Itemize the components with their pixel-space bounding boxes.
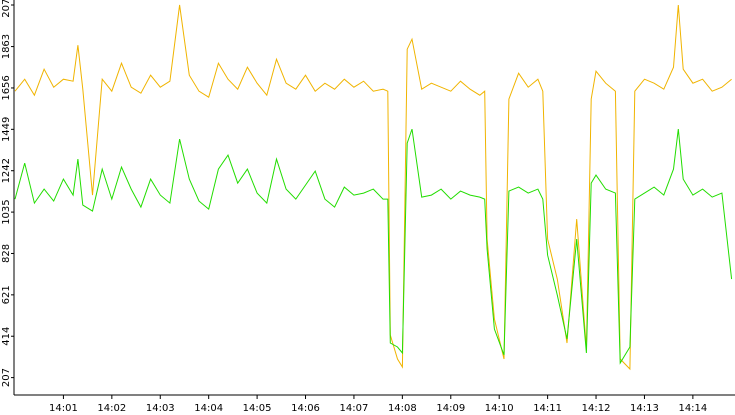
- x-tick-label: 14:10: [485, 403, 514, 414]
- x-tick-label: 14:14: [678, 403, 707, 414]
- x-tick-label: 14:03: [146, 403, 175, 414]
- y-tick-label: 1863: [1, 34, 12, 59]
- y-tick-label: 621: [1, 285, 12, 304]
- x-tick-label: 14:05: [243, 403, 272, 414]
- x-tick-label: 14:09: [436, 403, 465, 414]
- series-line: [14, 128, 733, 365]
- y-tick-label: 414: [1, 327, 12, 346]
- x-tick-label: 14:11: [533, 403, 562, 414]
- x-tick-label: 14:01: [49, 403, 78, 414]
- y-tick-label: 1449: [1, 117, 12, 142]
- x-tick-label: 14:02: [97, 403, 126, 414]
- x-tick-label: 14:12: [582, 403, 611, 414]
- x-tick-label: 14:13: [630, 403, 659, 414]
- y-tick-label: 1656: [1, 75, 12, 100]
- x-tick-label: 14:04: [194, 403, 223, 414]
- x-tick-label: 14:06: [291, 403, 320, 414]
- y-tick-label: 2071: [1, 0, 12, 18]
- x-tick-label: 14:08: [388, 403, 417, 414]
- x-tick-label: 14:07: [340, 403, 369, 414]
- y-tick-label: 1242: [1, 158, 12, 183]
- y-tick-label: 828: [1, 244, 12, 263]
- y-tick-label: 207: [1, 368, 12, 387]
- series-line: [14, 4, 732, 371]
- y-tick-label: 1035: [1, 199, 12, 224]
